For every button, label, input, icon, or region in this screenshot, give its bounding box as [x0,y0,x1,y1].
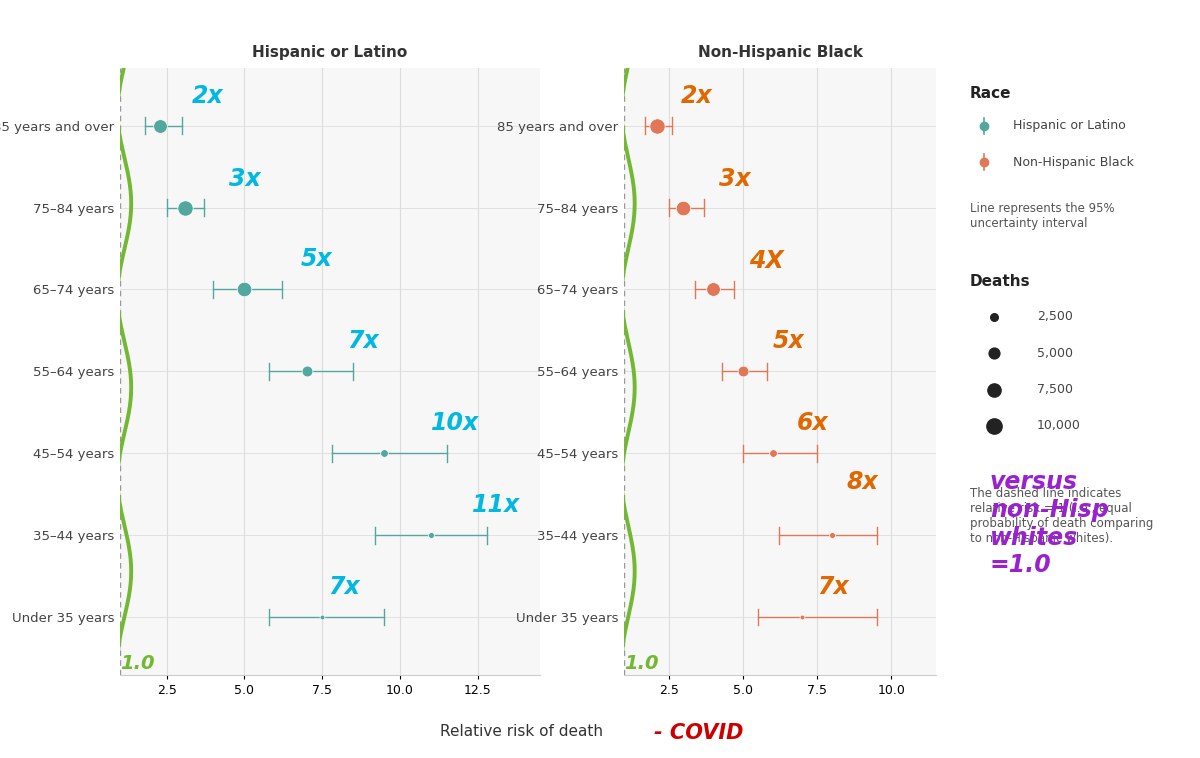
Text: Hispanic or Latino: Hispanic or Latino [1013,119,1126,133]
Text: 2x: 2x [192,83,223,108]
Text: 7,500: 7,500 [1037,383,1073,396]
Text: 7x: 7x [347,330,379,353]
Text: 3x: 3x [229,167,260,191]
Text: 1.0: 1.0 [121,654,155,673]
Text: 2,500: 2,500 [1037,310,1073,324]
Text: 5x: 5x [773,330,804,353]
Text: - COVID: - COVID [654,723,744,743]
Text: 5x: 5x [300,247,332,271]
Text: 11x: 11x [472,493,520,517]
Text: Deaths: Deaths [970,274,1031,290]
Text: 1.0: 1.0 [624,654,659,673]
Text: 6x: 6x [797,412,828,435]
Title: Non-Hispanic Black: Non-Hispanic Black [697,45,863,60]
Text: 3x: 3x [719,167,751,191]
Text: 2x: 2x [680,83,713,108]
Text: 7x: 7x [817,575,848,600]
Text: 5,000: 5,000 [1037,346,1073,360]
Text: Line represents the 95%
uncertainty interval: Line represents the 95% uncertainty inte… [970,202,1115,230]
Text: 8x: 8x [847,470,878,494]
Text: The dashed line indicates
relative risk = 1 (i.e., equal
probability of death co: The dashed line indicates relative risk … [970,487,1153,545]
Text: 4X: 4X [749,249,784,273]
Title: Hispanic or Latino: Hispanic or Latino [252,45,408,60]
Text: Race: Race [970,86,1012,102]
Text: 7x: 7x [329,575,360,600]
Text: 10,000: 10,000 [1037,419,1081,433]
Text: Relative risk of death: Relative risk of death [440,724,604,739]
Text: 10x: 10x [431,412,479,435]
Text: Non-Hispanic Black: Non-Hispanic Black [1013,155,1134,169]
Text: versus
non-Hisp
whites
=1.0: versus non-Hisp whites =1.0 [990,470,1109,578]
